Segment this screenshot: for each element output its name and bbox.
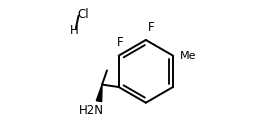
Polygon shape <box>96 85 102 102</box>
Text: H: H <box>70 24 79 37</box>
Text: F: F <box>148 21 155 34</box>
Text: F: F <box>116 36 123 49</box>
Text: Cl: Cl <box>77 8 89 21</box>
Text: H2N: H2N <box>79 104 104 117</box>
Text: Me: Me <box>180 51 196 61</box>
